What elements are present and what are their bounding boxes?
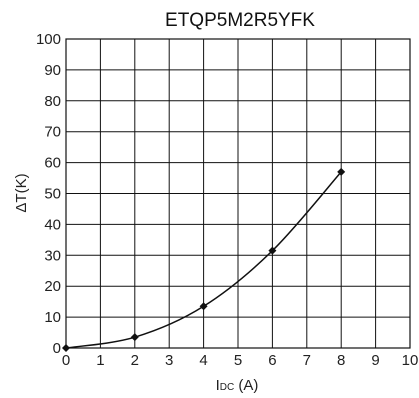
x-tick-label: 9	[371, 352, 379, 369]
x-axis-label-sub: DC	[220, 382, 234, 393]
x-tick-label: 5	[234, 352, 242, 369]
data-point-marker	[62, 344, 70, 352]
data-point-marker	[268, 246, 277, 255]
grid	[65, 38, 411, 349]
x-tick-label: 1	[96, 352, 104, 369]
y-tick-label: 80	[44, 93, 61, 110]
x-tick-labels: 0 1 2 3 4 5 6 7 8 9 10	[62, 352, 419, 369]
y-tick-label: 40	[44, 216, 61, 233]
data-point-marker	[199, 302, 208, 311]
y-tick-label: 50	[44, 186, 61, 203]
data-point-marker	[130, 333, 139, 342]
y-tick-label: 70	[44, 124, 61, 141]
y-tick-labels: 0 10 20 30 40 50 60 70 80 90 100	[36, 31, 61, 357]
x-tick-label: 2	[131, 352, 139, 369]
x-tick-label: 10	[402, 352, 419, 369]
x-tick-label: 4	[199, 352, 207, 369]
series-line	[65, 171, 342, 349]
x-axis-label-main: I	[216, 377, 220, 394]
y-tick-label: 30	[44, 247, 61, 264]
x-tick-label: 3	[165, 352, 173, 369]
x-tick-label: 7	[303, 352, 311, 369]
series-layer	[62, 167, 346, 352]
y-tick-label: 0	[53, 340, 61, 357]
x-axis-label-unit: (A)	[234, 377, 258, 394]
x-tick-label: 6	[268, 352, 276, 369]
y-tick-label: 10	[44, 309, 61, 326]
x-axis-label: IDC (A)	[216, 377, 259, 394]
chart-title: ETQP5M2R5YFK	[165, 10, 315, 31]
y-axis-label: ΔT(K)	[13, 173, 30, 212]
y-tick-label: 60	[44, 155, 61, 172]
data-point-marker	[337, 167, 346, 176]
plot-frame	[65, 38, 411, 349]
x-tick-label: 0	[62, 352, 70, 369]
y-tick-label: 90	[44, 62, 61, 79]
x-tick-label: 8	[337, 352, 345, 369]
y-tick-label: 100	[36, 31, 61, 48]
y-tick-label: 20	[44, 278, 61, 295]
